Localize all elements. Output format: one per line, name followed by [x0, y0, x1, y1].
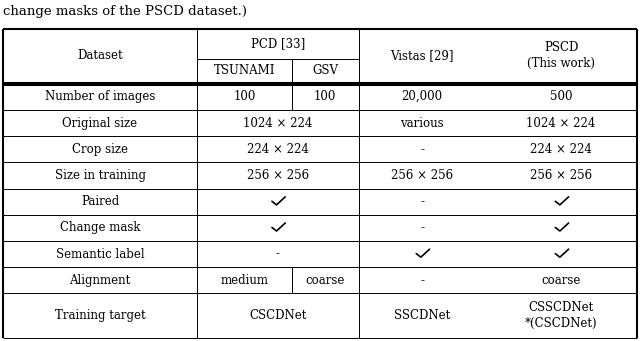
Text: Training target: Training target [54, 309, 145, 322]
Text: Semantic label: Semantic label [56, 248, 144, 261]
Text: medium: medium [220, 274, 268, 287]
Text: 224 × 224: 224 × 224 [247, 143, 308, 156]
Text: CSCDNet: CSCDNet [249, 309, 307, 322]
Text: Change mask: Change mask [60, 221, 140, 234]
Text: coarse: coarse [541, 274, 581, 287]
Text: 100: 100 [314, 90, 337, 103]
Text: coarse: coarse [305, 274, 345, 287]
Text: Paired: Paired [81, 195, 119, 208]
Text: change masks of the PSCD dataset.): change masks of the PSCD dataset.) [3, 5, 247, 18]
Text: Alignment: Alignment [69, 274, 131, 287]
Text: 500: 500 [550, 90, 572, 103]
Text: 1024 × 224: 1024 × 224 [243, 117, 312, 130]
Text: 20,000: 20,000 [401, 90, 443, 103]
Text: -: - [420, 143, 424, 156]
Text: 1024 × 224: 1024 × 224 [527, 117, 596, 130]
Text: -: - [276, 248, 280, 261]
Text: SSCDNet: SSCDNet [394, 309, 450, 322]
Text: 256 × 256: 256 × 256 [246, 169, 309, 182]
Text: PCD [33]: PCD [33] [251, 38, 305, 50]
Text: GSV: GSV [312, 64, 339, 77]
Text: various: various [400, 117, 444, 130]
Text: 224 × 224: 224 × 224 [530, 143, 592, 156]
Text: -: - [420, 195, 424, 208]
Text: Size in training: Size in training [54, 169, 145, 182]
Text: 256 × 256: 256 × 256 [530, 169, 592, 182]
Text: -: - [420, 221, 424, 234]
Text: TSUNAMI: TSUNAMI [214, 64, 275, 77]
Text: 256 × 256: 256 × 256 [391, 169, 453, 182]
Text: Dataset: Dataset [77, 49, 123, 62]
Text: Original size: Original size [63, 117, 138, 130]
Text: Number of images: Number of images [45, 90, 155, 103]
Text: CSSCDNet
*(CSCDNet): CSSCDNet *(CSCDNet) [525, 301, 597, 330]
Text: -: - [420, 274, 424, 287]
Text: PSCD
(This work): PSCD (This work) [527, 41, 595, 70]
Text: 100: 100 [233, 90, 255, 103]
Text: Crop size: Crop size [72, 143, 128, 156]
Text: Vistas [29]: Vistas [29] [390, 49, 454, 62]
